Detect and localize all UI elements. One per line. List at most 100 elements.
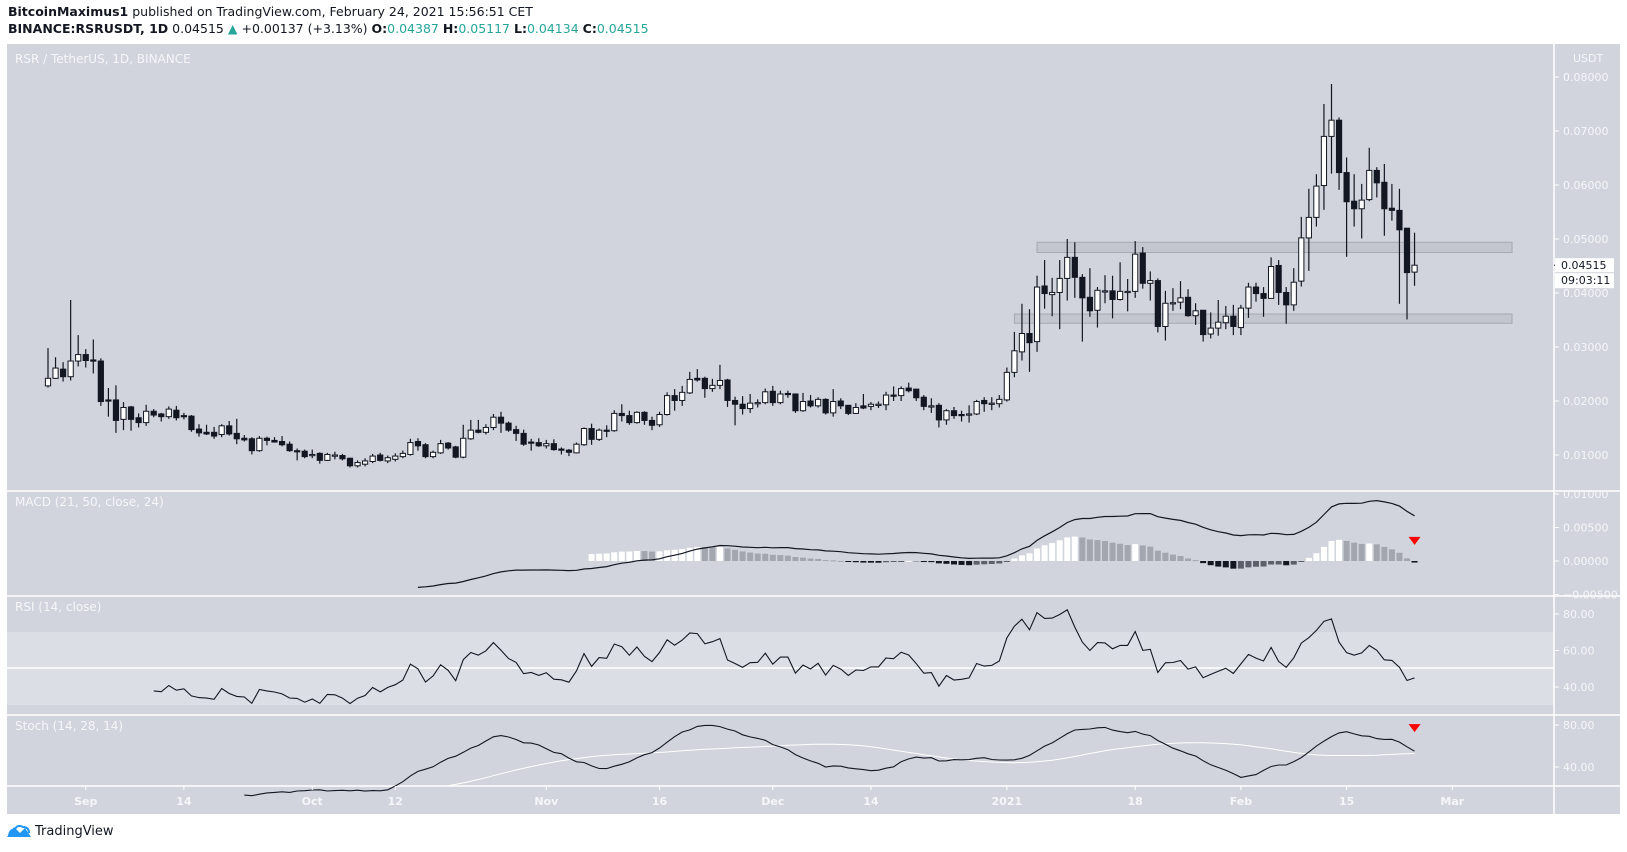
candle-body-down [1252,286,1260,295]
macd-histogram-bar [1351,542,1358,561]
candle-body-down [422,444,429,458]
candle-body-down [724,379,731,401]
candle [958,410,965,422]
candle [1192,303,1199,325]
price-axis-label: 0.04000 [1563,287,1609,300]
macd-label[interactable]: MACD (21, 50, close, 24) [15,495,164,509]
macd-histogram-bar [1268,561,1275,565]
candle-body-up [1411,264,1418,273]
candle-body-up [573,443,580,454]
macd-axis-label: 0.00000 [1563,555,1609,568]
macd-histogram-bar [784,555,791,561]
candle [180,412,188,420]
candle-body-down [158,413,165,418]
macd-histogram-bar [1298,561,1305,562]
candle [422,443,429,459]
macd-histogram-bar [883,561,890,563]
candle [482,424,489,435]
time-axis-label: 12 [388,795,403,808]
candle-body-up [875,403,882,406]
macd-histogram-bar [1086,539,1093,561]
macd-histogram-bar [1117,543,1124,561]
candle-body-up [543,443,550,447]
candle-body-up [1237,307,1245,329]
candle-body-down [188,415,195,431]
candle-body-up [882,394,890,406]
candle-body-up [1049,291,1056,296]
price-change: +0.00137 (+3.13%) [241,21,368,36]
symbol-line: BINANCE:RSRUSDT, 1D 0.04515 ▲ +0.00137 (… [8,21,649,36]
last-price-axis-label: 0.04515 [1561,259,1607,272]
candle [860,393,867,410]
candle [158,412,165,422]
candle-body-down [694,377,701,381]
candle-body-down [1351,200,1358,210]
rsi-axis-label: 80.00 [1563,608,1595,621]
macd-histogram-bar [596,553,603,561]
author-name[interactable]: BitcoinMaximus1 [8,4,129,19]
tradingview-logo[interactable]: TradingView [6,823,114,839]
candle [195,424,203,437]
candle-body-down [1230,315,1237,327]
candle [1033,275,1041,352]
candle-body-up [1033,286,1041,343]
candle [1252,282,1260,302]
candle [324,452,331,461]
close-label: C: [582,21,597,36]
candle [1290,268,1297,311]
candle-body-up [988,402,995,405]
stoch-label[interactable]: Stoch (14, 28, 14) [15,719,123,733]
candle [1260,287,1267,317]
candle-body-up [143,410,150,424]
tradingview-cloud-icon [7,824,31,838]
macd-histogram-bar [679,549,686,561]
candle [754,399,761,408]
macd-histogram-bar [1237,561,1244,569]
candle [701,376,708,398]
candle [52,357,59,379]
macd-histogram-bar [898,561,905,562]
candle [716,364,724,390]
candle [966,405,973,423]
arrow-down-icon [1408,724,1421,733]
last-price-box [1555,258,1614,273]
candle-body-up [1222,315,1229,324]
macd-histogram-bar [1132,544,1139,561]
macd-histogram-bar [1192,560,1199,562]
candle-body-up [1320,135,1328,187]
macd-histogram-bar [1071,536,1078,561]
candle-body-up [1132,253,1139,292]
candle [920,395,927,411]
candle-body-down [565,449,573,453]
candle [973,399,980,416]
candle-body-down [414,441,422,447]
stoch-d-line [448,742,1415,787]
candle [656,411,663,427]
macd-histogram-bar [1018,555,1025,561]
candle-body-up [256,437,263,452]
candle-body-up [384,457,391,462]
candle [1132,241,1139,298]
macd-histogram-bar [724,548,731,561]
candle-body-up [331,454,338,457]
candle [988,397,995,411]
candle [165,406,172,419]
macd-histogram-bar [1404,558,1410,561]
rsi-label[interactable]: RSI (14, close) [15,600,101,614]
candle-body-down [105,399,112,402]
low-label: L: [514,21,527,36]
macd-histogram-bar [701,547,708,561]
candle-body-up [392,455,399,460]
axes: 0.01000 0.02000 0.03000 0.04000 0.05000 0.060… [74,71,1618,808]
candle-body-up [1169,302,1177,305]
macd-histogram-bar [943,561,950,564]
candle [1049,277,1056,317]
candle-body-up [709,384,716,390]
candle-body-up [943,410,950,421]
candle [1041,260,1048,309]
macd-histogram-bar [966,561,973,566]
candle-body-up [1101,290,1109,293]
candle-body-up [429,451,437,458]
macd-histogram-bar [1011,558,1018,561]
